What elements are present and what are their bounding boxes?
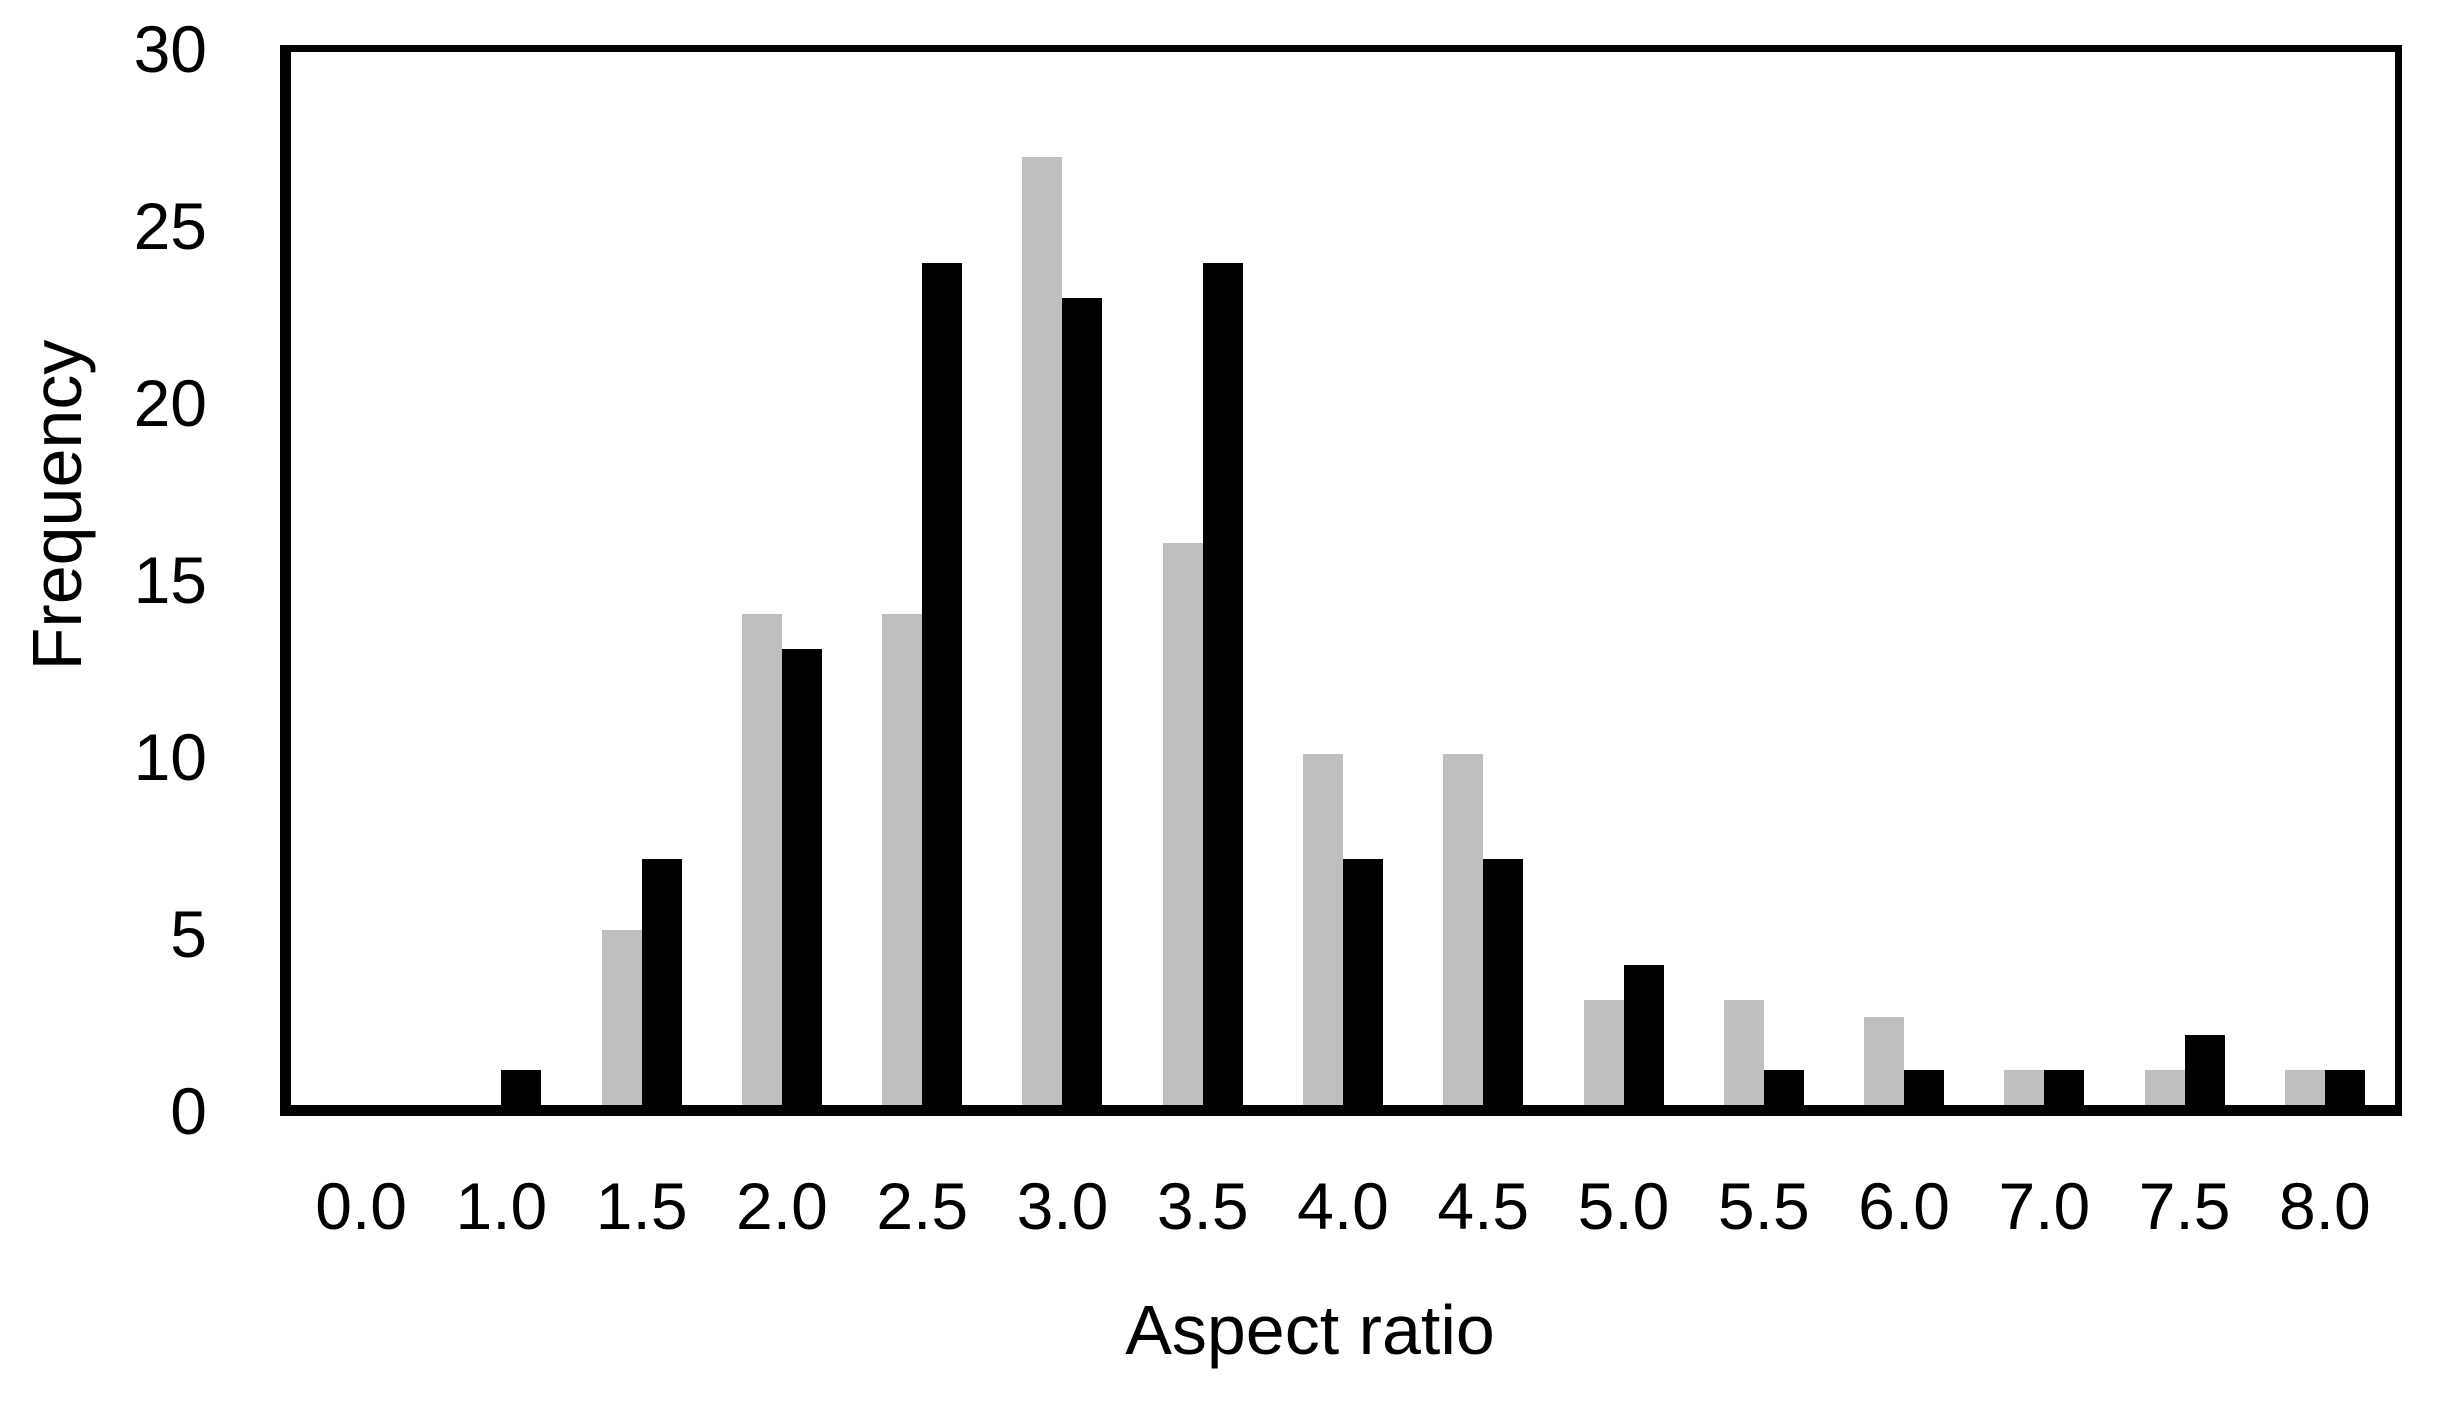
x-tick-label-3.0: 3.0 [1016, 1169, 1109, 1243]
bar-black-series-1.5 [641, 859, 682, 1105]
x-tick-label-2.5: 2.5 [876, 1169, 969, 1243]
bar-black-series-3.5 [1202, 262, 1243, 1105]
y-axis-title: Frequency [18, 339, 96, 671]
bar-gray-series-7.0 [2004, 1069, 2045, 1105]
x-tick-label-4.0: 4.0 [1297, 1169, 1389, 1243]
y-tick-label-25: 25 [133, 188, 207, 263]
bar-gray-series-5.5 [1723, 999, 1764, 1105]
bar-gray-series-4.0 [1303, 754, 1343, 1105]
bar-gray-series-7.5 [2144, 1069, 2185, 1105]
x-tick-label-0.0: 0.0 [315, 1169, 407, 1243]
bar-black-series-1.0 [501, 1069, 542, 1105]
x-tick-label-1.0: 1.0 [455, 1169, 548, 1243]
x-tick-label-7.5: 7.5 [2138, 1169, 2231, 1243]
x-tick-label-1.5: 1.5 [595, 1169, 688, 1243]
bar-black-series-6.0 [1904, 1069, 1945, 1105]
bar-black-series-4.5 [1483, 859, 1524, 1105]
y-tick-label-5: 5 [170, 896, 207, 971]
x-tick-label-5.5: 5.5 [1717, 1169, 1810, 1243]
bar-gray-series-1.5 [601, 929, 642, 1105]
bar-black-series-7.5 [2184, 1034, 2225, 1105]
x-tick-label-4.5: 4.5 [1437, 1169, 1530, 1243]
y-tick-label-15: 15 [133, 542, 207, 617]
bar-gray-series-3.5 [1162, 543, 1203, 1105]
bar-black-series-3.0 [1062, 297, 1103, 1105]
bar-gray-series-2.0 [741, 613, 782, 1105]
y-tick-label-30: 30 [133, 11, 207, 86]
y-tick-label-10: 10 [133, 719, 207, 794]
bar-black-series-5.5 [1763, 1069, 1804, 1105]
x-tick-label-8.0: 8.0 [2278, 1169, 2371, 1243]
bar-gray-series-3.0 [1022, 157, 1063, 1105]
x-axis-title: Aspect ratio [1125, 1291, 1495, 1369]
y-tick-label-0: 0 [170, 1073, 207, 1148]
bar-gray-series-5.0 [1583, 999, 1624, 1105]
bar-gray-series-8.0 [2284, 1069, 2325, 1105]
x-tick-label-6.0: 6.0 [1858, 1169, 1950, 1243]
x-tick-label-2.0: 2.0 [736, 1169, 828, 1243]
bar-gray-series-6.0 [1864, 1017, 1905, 1105]
bar-black-series-5.0 [1623, 964, 1664, 1105]
y-tick-label-20: 20 [133, 365, 207, 440]
x-tick-label-7.0: 7.0 [1998, 1169, 2091, 1243]
bar-black-series-2.5 [922, 262, 963, 1105]
bar-black-series-8.0 [2324, 1069, 2365, 1105]
bar-gray-series-4.5 [1443, 754, 1484, 1105]
bar-black-series-7.0 [2044, 1069, 2085, 1105]
x-tick-label-3.5: 3.5 [1156, 1169, 1249, 1243]
bar-black-series-4.0 [1343, 859, 1383, 1105]
x-tick-label-5.0: 5.0 [1577, 1169, 1670, 1243]
bar-gray-series-2.5 [882, 613, 923, 1105]
plot-area [280, 45, 2402, 1116]
bar-black-series-2.0 [781, 648, 822, 1105]
